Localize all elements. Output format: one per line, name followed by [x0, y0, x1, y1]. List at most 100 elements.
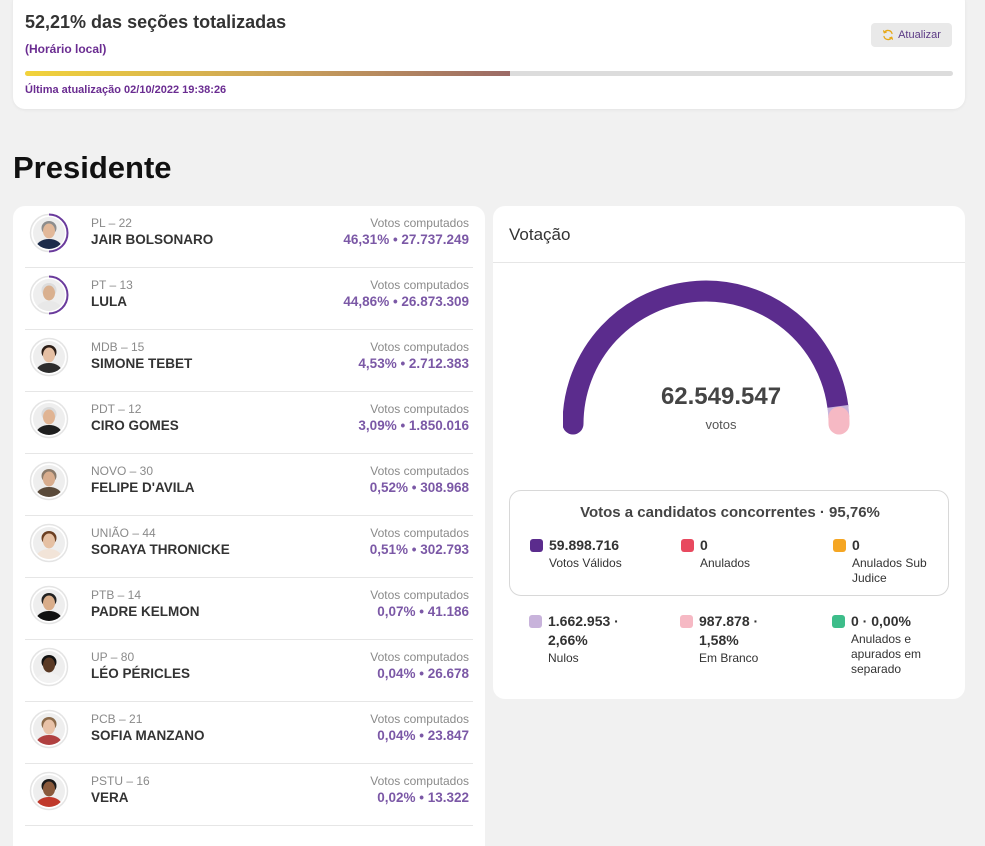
legend-swatch [681, 539, 694, 552]
legend-swatch [832, 615, 845, 628]
totalization-title: 52,21% das seções totalizadas [25, 12, 287, 32]
candidate-photo [33, 589, 65, 621]
summary-title: Votos a candidatos concorrentes · 95,76% [580, 504, 880, 521]
total-votes-value: 62.549.547 [660, 383, 782, 410]
candidate-photo [33, 217, 65, 249]
votes-computed-label: Votos computados [370, 650, 469, 664]
avatar-ring-icon [29, 709, 69, 749]
candidate-avatar [29, 709, 69, 749]
totalization-progress-bar [25, 71, 953, 76]
avatar-ring-icon [29, 461, 69, 501]
candidate-row[interactable]: PT – 13 LULA Votos computados 44,86% • 2… [25, 268, 473, 330]
candidate-avatar [29, 213, 69, 253]
candidate-avatar [29, 275, 69, 315]
candidate-votes: 0,52% • 308.968 [369, 480, 469, 495]
candidate-votes: 4,53% • 2.712.383 [358, 356, 469, 371]
candidate-name: VERA [91, 790, 129, 805]
voting-header: Votação [493, 206, 965, 263]
legend-label: Em Branco [699, 651, 759, 665]
legend-value: 1.662.953 · 2,66% [548, 613, 619, 648]
candidate-row[interactable]: PSTU – 16 VERA Votos computados 0,02% • … [25, 764, 473, 826]
candidate-party: NOVO – 30 [91, 464, 154, 478]
candidate-votes: 44,86% • 26.873.309 [343, 294, 469, 309]
candidate-votes: 0,02% • 13.322 [377, 790, 469, 805]
candidate-photo [33, 775, 65, 807]
candidate-row[interactable]: PDT – 12 CIRO GOMES Votos computados 3,0… [25, 392, 473, 454]
candidate-photo [33, 341, 65, 373]
legend-swatch [833, 539, 846, 552]
legend-swatch [680, 615, 693, 628]
candidate-avatar [29, 461, 69, 501]
totalization-progress-fill [25, 71, 510, 76]
section-title: Presidente [13, 150, 172, 185]
avatar-ring-icon [29, 337, 69, 377]
candidate-name: CIRO GOMES [91, 418, 179, 433]
avatar-ring-icon [29, 585, 69, 625]
total-votes-unit: votos [705, 417, 737, 432]
candidate-list-card: PL – 22 JAIR BOLSONARO Votos computados … [13, 206, 485, 846]
refresh-button[interactable]: Atualizar [871, 23, 952, 47]
voting-card: Votação 62.549.547 votos Votos a candida… [493, 206, 965, 699]
legend-item-nulos: 1.662.953 · 2,66% Nulos [529, 612, 649, 672]
candidate-list: PL – 22 JAIR BOLSONARO Votos computados … [13, 206, 485, 826]
person-photo-icon [33, 279, 65, 311]
candidate-row[interactable]: MDB – 15 SIMONE TEBET Votos computados 4… [25, 330, 473, 392]
candidate-row[interactable]: UP – 80 LÉO PÉRICLES Votos computados 0,… [25, 640, 473, 702]
vote-share-ring-icon [29, 275, 69, 315]
candidate-votes: 0,07% • 41.186 [377, 604, 469, 619]
person-photo-icon [33, 527, 65, 559]
vote-share-ring-icon [29, 213, 69, 253]
candidate-name: LULA [91, 294, 127, 309]
person-photo-icon [33, 589, 65, 621]
legend-item-anulados-sub-judice: 0 Anulados Sub Judice [833, 536, 943, 586]
legend-swatch [529, 615, 542, 628]
person-photo-icon [33, 403, 65, 435]
legend-item-votos-validos: 59.898.716 Votos Válidos [530, 536, 670, 576]
candidate-photo [33, 651, 65, 683]
person-photo-icon [33, 713, 65, 745]
legend-value: 59.898.716 [549, 537, 620, 553]
avatar-ring-icon [29, 647, 69, 687]
candidate-name: PADRE KELMON [91, 604, 200, 619]
candidate-votes: 46,31% • 27.737.249 [343, 232, 469, 247]
candidate-votes: 0,04% • 23.847 [377, 728, 469, 743]
candidate-name: FELIPE D'AVILA [91, 480, 195, 495]
person-photo-icon [33, 651, 65, 683]
legend-label: Nulos [548, 651, 579, 665]
candidate-party: PL – 22 [91, 216, 132, 230]
person-photo-icon [33, 465, 65, 497]
legend-value: 0 · 0,00% [851, 613, 911, 629]
candidate-party: PCB – 21 [91, 712, 143, 726]
candidate-votes: 0,04% • 26.678 [377, 666, 469, 681]
candidate-avatar [29, 523, 69, 563]
totalization-status-card: 52,21% das seções totalizadas (Horário l… [13, 0, 965, 109]
candidate-photo [33, 279, 65, 311]
legend-swatch [530, 539, 543, 552]
candidate-party: PDT – 12 [91, 402, 142, 416]
candidate-row[interactable]: UNIÃO – 44 SORAYA THRONICKE Votos comput… [25, 516, 473, 578]
candidate-row[interactable]: NOVO – 30 FELIPE D'AVILA Votos computado… [25, 454, 473, 516]
candidate-avatar [29, 647, 69, 687]
candidate-votes: 3,09% • 1.850.016 [358, 418, 469, 433]
person-photo-icon [33, 341, 65, 373]
legend-label: Anulados [700, 556, 751, 570]
candidate-name: SOFIA MANZANO [91, 728, 205, 743]
candidate-photo [33, 713, 65, 745]
candidate-row[interactable]: PL – 22 JAIR BOLSONARO Votos computados … [25, 206, 473, 268]
votes-computed-label: Votos computados [370, 464, 469, 478]
candidate-name: JAIR BOLSONARO [91, 232, 214, 247]
legend-item-em-branco: 987.878 · 1,58% Em Branco [680, 612, 800, 672]
candidate-row[interactable]: PCB – 21 SOFIA MANZANO Votos computados … [25, 702, 473, 764]
candidate-avatar [29, 585, 69, 625]
candidate-votes: 0,51% • 302.793 [369, 542, 469, 557]
candidate-row[interactable]: PTB – 14 PADRE KELMON Votos computados 0… [25, 578, 473, 640]
valid-votes-summary-box: Votos a candidatos concorrentes · 95,76%… [509, 490, 949, 596]
refresh-label: Atualizar [898, 29, 941, 41]
avatar-ring-icon [29, 523, 69, 563]
legend-value: 0 [852, 537, 860, 553]
votes-computed-label: Votos computados [370, 526, 469, 540]
legend-value: 987.878 · 1,58% [699, 613, 759, 648]
vote-gauge-chart [563, 280, 850, 435]
votes-computed-label: Votos computados [370, 774, 469, 788]
candidate-name: LÉO PÉRICLES [91, 666, 191, 681]
